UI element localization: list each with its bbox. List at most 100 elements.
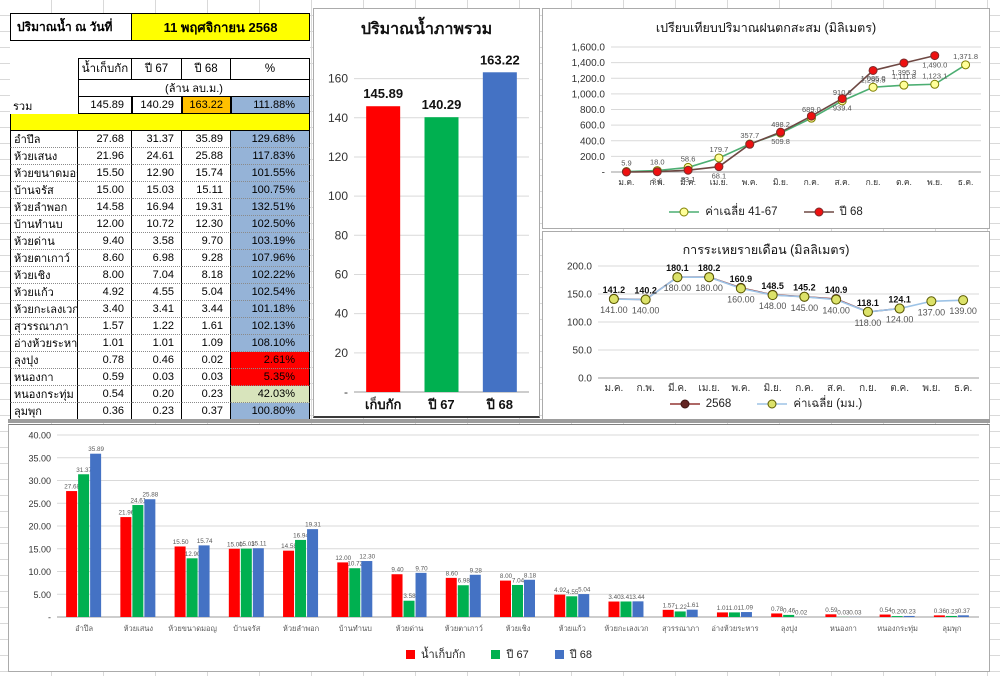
pct-value-cell[interactable]: 102.50% <box>231 216 310 233</box>
pct-value-cell[interactable]: 100.75% <box>231 182 310 199</box>
y68-value-cell[interactable]: 0.37 <box>182 403 231 420</box>
y68-value-cell[interactable]: 0.03 <box>182 369 231 386</box>
pct-value-cell[interactable]: 101.55% <box>231 165 310 182</box>
y67-value-cell[interactable]: 4.55 <box>132 284 182 301</box>
total-y68-cell[interactable]: 163.22 <box>182 97 231 114</box>
pct-value-cell[interactable]: 103.19% <box>231 233 310 250</box>
y67-value-cell[interactable]: 1.01 <box>132 335 182 352</box>
y68-value-cell[interactable]: 19.31 <box>182 199 231 216</box>
reservoir-name-cell[interactable]: หนองกา <box>10 369 78 386</box>
water-volume-table[interactable]: ปริมาณน้ำ ณ วันที่ 11 พฤศจิกายน 2568 น้ำ… <box>10 13 310 420</box>
stored-value-cell[interactable]: 9.40 <box>78 233 132 250</box>
y67-value-cell[interactable]: 0.46 <box>132 352 182 369</box>
y68-value-cell[interactable]: 15.74 <box>182 165 231 182</box>
stored-value-cell[interactable]: 8.60 <box>78 250 132 267</box>
stored-value-cell[interactable]: 4.92 <box>78 284 132 301</box>
pct-value-cell[interactable]: 102.13% <box>231 318 310 335</box>
reservoir-name-cell[interactable]: ห้วยกะเลงเวก <box>10 301 78 318</box>
col-header-y68[interactable]: ปี 68 <box>182 58 231 80</box>
stored-value-cell[interactable]: 0.36 <box>78 403 132 420</box>
y67-value-cell[interactable]: 0.03 <box>132 369 182 386</box>
y67-value-cell[interactable]: 31.37 <box>132 131 182 148</box>
pct-value-cell[interactable]: 102.22% <box>231 267 310 284</box>
pct-value-cell[interactable]: 132.51% <box>231 199 310 216</box>
report-date-cell[interactable]: 11 พฤศจิกายน 2568 <box>132 13 310 41</box>
y67-value-cell[interactable]: 0.23 <box>132 403 182 420</box>
col-header-y67[interactable]: ปี 67 <box>132 58 182 80</box>
stored-value-cell[interactable]: 0.59 <box>78 369 132 386</box>
pct-value-cell[interactable]: 108.10% <box>231 335 310 352</box>
stored-value-cell[interactable]: 8.00 <box>78 267 132 284</box>
pct-value-cell[interactable]: 5.35% <box>231 369 310 386</box>
y68-value-cell[interactable]: 1.61 <box>182 318 231 335</box>
y67-value-cell[interactable]: 16.94 <box>132 199 182 216</box>
stored-value-cell[interactable]: 1.01 <box>78 335 132 352</box>
stored-value-cell[interactable]: 21.96 <box>78 148 132 165</box>
y67-value-cell[interactable]: 24.61 <box>132 148 182 165</box>
cumulative-rainfall-line-chart[interactable]: เปรียบเทียบปริมาณฝนตกสะสม (มิลิเมตร) - 20… <box>542 8 990 229</box>
total-y67-cell[interactable]: 140.29 <box>132 97 182 114</box>
total-pct-cell[interactable]: 111.88% <box>231 97 310 114</box>
y67-value-cell[interactable]: 6.98 <box>132 250 182 267</box>
y67-value-cell[interactable]: 7.04 <box>132 267 182 284</box>
reservoir-name-cell[interactable]: บ้านทำนบ <box>10 216 78 233</box>
pct-value-cell[interactable]: 2.61% <box>231 352 310 369</box>
stored-value-cell[interactable]: 0.78 <box>78 352 132 369</box>
reservoir-name-cell[interactable]: สุวรรณาภา <box>10 318 78 335</box>
reservoir-name-cell[interactable]: บ้านจรัส <box>10 182 78 199</box>
stored-value-cell[interactable]: 3.40 <box>78 301 132 318</box>
monthly-evaporation-line-chart[interactable]: การระเหยรายเดือน (มิลลิเมตร) 0.0 50.0 100.… <box>542 231 990 420</box>
reservoir-name-cell[interactable]: ห้วยเชิง <box>10 267 78 284</box>
reservoir-name-cell[interactable]: ห้วยตาเกาว์ <box>10 250 78 267</box>
reservoir-name-cell[interactable]: อ่างห้วยระหาร <box>10 335 78 352</box>
y67-value-cell[interactable]: 10.72 <box>132 216 182 233</box>
y68-value-cell[interactable]: 9.70 <box>182 233 231 250</box>
reservoir-name-cell[interactable]: อำปึล <box>10 131 78 148</box>
reservoir-name-cell[interactable]: ลุมพุก <box>10 403 78 420</box>
pct-value-cell[interactable]: 100.80% <box>231 403 310 420</box>
y68-value-cell[interactable]: 0.02 <box>182 352 231 369</box>
stored-value-cell[interactable]: 15.00 <box>78 182 132 199</box>
stored-value-cell[interactable]: 0.54 <box>78 386 132 403</box>
pct-value-cell[interactable]: 102.54% <box>231 284 310 301</box>
reservoir-name-cell[interactable]: ห้วยแก้ว <box>10 284 78 301</box>
unit-note-cell[interactable]: (ล้าน ลบ.ม.) <box>78 80 310 97</box>
y67-value-cell[interactable]: 3.58 <box>132 233 182 250</box>
y68-value-cell[interactable]: 12.30 <box>182 216 231 233</box>
y67-value-cell[interactable]: 3.41 <box>132 301 182 318</box>
y68-value-cell[interactable]: 8.18 <box>182 267 231 284</box>
y68-value-cell[interactable]: 3.44 <box>182 301 231 318</box>
y67-value-cell[interactable]: 1.22 <box>132 318 182 335</box>
reservoir-name-cell[interactable]: ห้วยเสนง <box>10 148 78 165</box>
pct-value-cell[interactable]: 101.18% <box>231 301 310 318</box>
reservoir-grouped-bar-chart[interactable]: - 5.00 10.00 15.00 20.00 25.00 30.00 35.00 40.00… <box>8 424 990 672</box>
stored-value-cell[interactable]: 1.57 <box>78 318 132 335</box>
y67-value-cell[interactable]: 15.03 <box>132 182 182 199</box>
pct-value-cell[interactable]: 107.96% <box>231 250 310 267</box>
y68-value-cell[interactable]: 35.89 <box>182 131 231 148</box>
reservoir-name-cell[interactable]: ห้วยขนาดมอญ <box>10 165 78 182</box>
y67-value-cell[interactable]: 12.90 <box>132 165 182 182</box>
y68-value-cell[interactable]: 9.28 <box>182 250 231 267</box>
stored-value-cell[interactable]: 15.50 <box>78 165 132 182</box>
y68-value-cell[interactable]: 5.04 <box>182 284 231 301</box>
pct-value-cell[interactable]: 117.83% <box>231 148 310 165</box>
table-title-cell[interactable]: ปริมาณน้ำ ณ วันที่ <box>10 13 132 41</box>
y68-value-cell[interactable]: 1.09 <box>182 335 231 352</box>
total-stored-cell[interactable]: 145.89 <box>78 97 132 114</box>
stored-value-cell[interactable]: 14.58 <box>78 199 132 216</box>
pct-value-cell[interactable]: 42.03% <box>231 386 310 403</box>
reservoir-name-cell[interactable]: ห้วยด่าน <box>10 233 78 250</box>
total-label-cell[interactable]: รวม <box>13 100 33 113</box>
reservoir-name-cell[interactable]: ลุงปุง <box>10 352 78 369</box>
stored-value-cell[interactable]: 27.68 <box>78 131 132 148</box>
y68-value-cell[interactable]: 25.88 <box>182 148 231 165</box>
stored-value-cell[interactable]: 12.00 <box>78 216 132 233</box>
reservoir-name-cell[interactable]: หนองกระทุ่ม <box>10 386 78 403</box>
y68-value-cell[interactable]: 15.11 <box>182 182 231 199</box>
overall-volume-bar-chart[interactable]: ปริมาณน้ำภาพรวม - 20 40 60 80 100 120 140 160 145… <box>313 8 540 418</box>
y68-value-cell[interactable]: 0.23 <box>182 386 231 403</box>
reservoir-name-cell[interactable]: ห้วยลำพอก <box>10 199 78 216</box>
col-header-pct[interactable]: % <box>231 58 310 80</box>
pct-value-cell[interactable]: 129.68% <box>231 131 310 148</box>
